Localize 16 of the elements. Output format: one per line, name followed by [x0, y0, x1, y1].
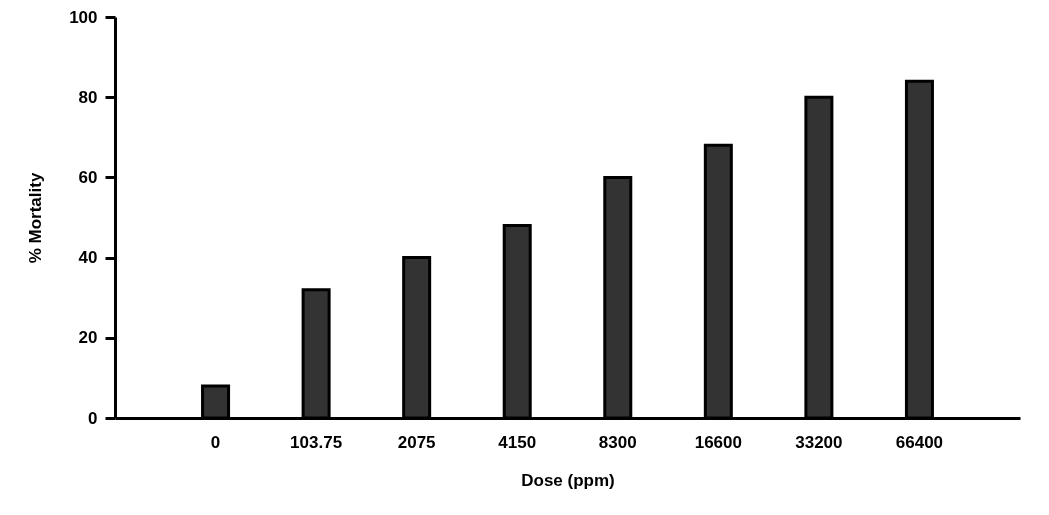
x-tick-label: 16600	[694, 432, 742, 452]
x-tick-label: 2075	[397, 432, 436, 452]
y-axis-title: % Mortality	[26, 172, 46, 264]
x-tick-label: 103.75	[290, 432, 343, 452]
x-tick-label: 4150	[498, 432, 537, 452]
y-tick-label: 100	[69, 7, 98, 27]
y-tick-label: 0	[88, 408, 98, 428]
y-tick-label: 40	[78, 248, 98, 268]
y-tick-label: 20	[78, 328, 98, 348]
x-tick-label: 8300	[598, 432, 637, 452]
y-tick-label: 80	[78, 87, 98, 107]
x-tick-label: 33200	[795, 432, 843, 452]
x-axis-title: Dose (ppm)	[521, 470, 615, 490]
x-tick-label: 0	[210, 432, 221, 452]
y-tick-label: 60	[78, 167, 98, 187]
x-tick-label: 66400	[895, 432, 944, 452]
